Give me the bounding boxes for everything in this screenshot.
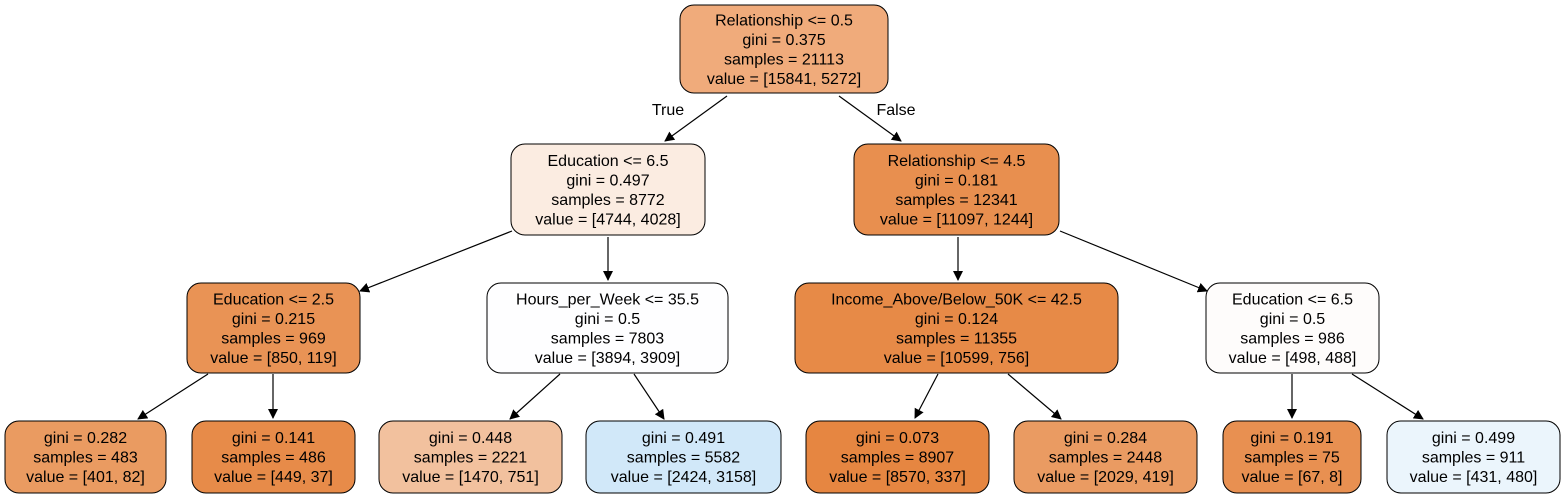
node-line: value = [850, 119] <box>210 350 336 367</box>
node-box <box>853 143 1060 236</box>
node-line: samples = 75 <box>1244 450 1340 467</box>
tree-node-n3: Education <= 2.5 gini = 0.215 samples = 96… <box>186 282 361 374</box>
node-box <box>1013 420 1198 494</box>
node-line: value = [498, 488] <box>1229 350 1357 367</box>
node-line: gini = 0.5 <box>575 311 640 328</box>
node-line: Education <= 6.5 <box>548 153 669 170</box>
tree-node-n4: Hours_per_Week <= 35.5 gini = 0.5 samples … <box>486 282 729 374</box>
tree-node-n1: Education <= 6.5 gini = 0.497 samples = 87… <box>510 143 706 236</box>
node-line: gini = 0.375 <box>742 32 825 49</box>
tree-node-n8: gini = 0.141 samples = 486 value = [449, 3… <box>191 420 356 494</box>
node-line: samples = 8772 <box>551 192 665 209</box>
edge-n0-n1 <box>664 95 728 142</box>
tree-node-n7: gini = 0.282 samples = 483 value = [401, 8… <box>4 420 167 494</box>
node-line: samples = 8907 <box>841 450 955 467</box>
node-line: Education <= 2.5 <box>213 291 334 308</box>
node-line: gini = 0.215 <box>232 311 315 328</box>
node-line: samples = 911 <box>1422 450 1525 467</box>
tree-node-n9: gini = 0.448 samples = 2221 value = [1470,… <box>378 420 563 494</box>
edge-n4-n10 <box>633 373 665 420</box>
node-line: value = [11097, 1244] <box>880 211 1033 228</box>
edges-layer: True False <box>137 95 1424 420</box>
node-line: gini = 0.181 <box>915 172 998 189</box>
edge-label-true: True <box>652 102 684 119</box>
edge-n1-n3 <box>359 230 513 293</box>
node-box <box>486 282 729 374</box>
node-line: value = [2424, 3158] <box>611 469 756 486</box>
tree-node-n14: gini = 0.499 samples = 911 value = [431, 4… <box>1386 420 1561 494</box>
edge-n5-n11 <box>914 373 939 419</box>
node-line: gini = 0.141 <box>232 430 315 447</box>
node-line: samples = 486 <box>221 450 326 467</box>
node-box <box>1222 420 1362 494</box>
node-line: gini = 0.124 <box>915 311 998 328</box>
node-box <box>1205 282 1380 374</box>
tree-node-n0: Relationship <= 0.5 gini = 0.375 samples =… <box>679 4 889 94</box>
node-line: gini = 0.284 <box>1064 430 1147 447</box>
node-line: Income_Above/Below_50K <= 42.5 <box>831 291 1082 308</box>
node-line: value = [401, 82] <box>26 469 145 486</box>
node-line: gini = 0.497 <box>566 172 649 189</box>
node-line: samples = 969 <box>221 330 326 347</box>
edge-n6-n14 <box>1351 373 1424 420</box>
edge-n0-n2 <box>838 95 902 142</box>
node-box <box>186 282 361 374</box>
node-line: Relationship <= 0.5 <box>715 12 853 29</box>
node-line: gini = 0.5 <box>1260 311 1325 328</box>
node-line: value = [10599, 756] <box>884 350 1029 367</box>
node-line: value = [431, 480] <box>1410 469 1538 486</box>
tree-node-n13: gini = 0.191 samples = 75 value = [67, 8] <box>1222 420 1362 494</box>
node-box <box>191 420 356 494</box>
edge-n2-n6 <box>1059 230 1208 293</box>
node-line: value = [449, 37] <box>214 469 333 486</box>
node-box <box>510 143 706 236</box>
node-box <box>794 282 1119 374</box>
node-line: samples = 2448 <box>1049 450 1163 467</box>
node-line: value = [67, 8] <box>1242 469 1343 486</box>
node-box <box>1386 420 1561 494</box>
node-line: samples = 7803 <box>551 330 665 347</box>
node-box <box>4 420 167 494</box>
nodes-layer: Relationship <= 0.5 gini = 0.375 samples =… <box>4 4 1561 494</box>
node-line: gini = 0.448 <box>429 430 512 447</box>
node-line: value = [1470, 751] <box>402 469 539 486</box>
node-line: gini = 0.491 <box>642 430 725 447</box>
node-line: value = [3894, 3909] <box>535 350 680 367</box>
tree-node-n6: Education <= 6.5 gini = 0.5 samples = 986 v… <box>1205 282 1380 374</box>
node-box <box>378 420 563 494</box>
node-box <box>805 420 990 494</box>
node-line: samples = 986 <box>1240 330 1345 347</box>
edge-n3-n7 <box>137 373 209 420</box>
node-line: gini = 0.073 <box>856 430 939 447</box>
node-line: samples = 11355 <box>896 330 1017 347</box>
node-line: gini = 0.191 <box>1250 430 1333 447</box>
node-line: value = [2029, 419] <box>1037 469 1174 486</box>
edge-n5-n12 <box>1007 373 1062 420</box>
tree-node-n11: gini = 0.073 samples = 8907 value = [8570,… <box>805 420 990 494</box>
edge-label-false: False <box>876 102 915 119</box>
tree-node-n2: Relationship <= 4.5 gini = 0.181 samples =… <box>853 143 1060 236</box>
node-line: samples = 12341 <box>895 192 1017 209</box>
tree-node-n12: gini = 0.284 samples = 2448 value = [2029,… <box>1013 420 1198 494</box>
node-line: value = [8570, 337] <box>829 469 966 486</box>
node-line: gini = 0.282 <box>44 430 127 447</box>
node-line: samples = 483 <box>33 450 138 467</box>
node-line: Relationship <= 4.5 <box>888 153 1026 170</box>
node-box <box>679 4 889 94</box>
node-line: Education <= 6.5 <box>1232 291 1353 308</box>
edge-n4-n9 <box>509 373 561 420</box>
tree-node-n10: gini = 0.491 samples = 5582 value = [2424,… <box>585 420 782 494</box>
node-line: samples = 2221 <box>414 450 528 467</box>
node-line: Hours_per_Week <= 35.5 <box>516 291 699 308</box>
node-line: value = [15841, 5272] <box>707 71 861 88</box>
node-line: value = [4744, 4028] <box>535 211 680 228</box>
node-line: samples = 5582 <box>627 450 741 467</box>
node-line: samples = 21113 <box>724 51 844 68</box>
node-box <box>585 420 782 494</box>
node-line: gini = 0.499 <box>1432 430 1515 447</box>
tree-node-n5: Income_Above/Below_50K <= 42.5 gini = 0.1… <box>794 282 1119 374</box>
